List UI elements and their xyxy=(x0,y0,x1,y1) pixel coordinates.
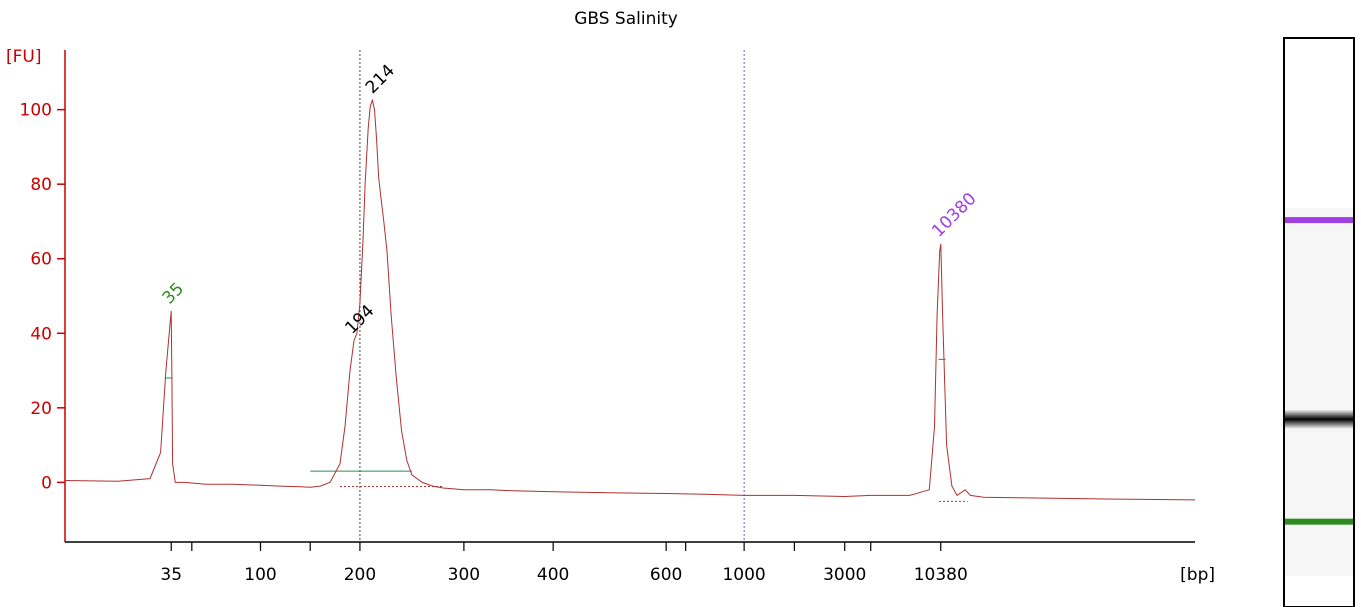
series-trace xyxy=(64,98,1196,501)
axes xyxy=(64,50,1195,543)
gel-band-sample xyxy=(1285,409,1353,430)
chart-title: GBS Salinity xyxy=(574,9,678,29)
y-tick-label: 100 xyxy=(20,101,52,121)
gel-band-lower-marker xyxy=(1285,518,1353,525)
y-tick-label: 80 xyxy=(30,175,52,195)
x-tick-label: 3000 xyxy=(823,565,866,585)
x-tick-label: 200 xyxy=(344,565,376,585)
peak-label: 35 xyxy=(159,279,188,308)
x-tick-label: 400 xyxy=(537,565,569,585)
y-tick-label: 40 xyxy=(30,324,52,344)
y-tick-label: 20 xyxy=(30,399,52,419)
peak-baselines xyxy=(164,358,968,502)
x-ticks: 35 100 200 300 400 600 1000 3000 10380 xyxy=(160,542,968,585)
x-tick-label: 600 xyxy=(650,565,682,585)
gel-band-upper-marker xyxy=(1285,217,1353,224)
x-axis-label: [bp] xyxy=(1180,565,1215,585)
x-tick-label: 10380 xyxy=(914,565,968,585)
x-tick-label: 1000 xyxy=(722,565,765,585)
peak-label: 10380 xyxy=(928,189,980,241)
gel-lane-background xyxy=(1285,208,1353,576)
gel-lane xyxy=(1283,37,1355,607)
peak-label: 194 xyxy=(341,301,378,338)
y-tick-label: 0 xyxy=(41,473,52,493)
peak-label: 214 xyxy=(362,61,399,98)
ruler-lines xyxy=(359,50,745,542)
x-tick-label: 35 xyxy=(160,565,182,585)
x-tick-label: 100 xyxy=(244,565,276,585)
y-tick-label: 60 xyxy=(30,250,52,270)
y-ticks: 0 20 40 60 80 100 xyxy=(20,101,65,493)
y-axis-label: [FU] xyxy=(6,47,42,67)
x-tick-label: 300 xyxy=(448,565,480,585)
peak-labels: 35 194 214 10380 xyxy=(159,61,981,338)
